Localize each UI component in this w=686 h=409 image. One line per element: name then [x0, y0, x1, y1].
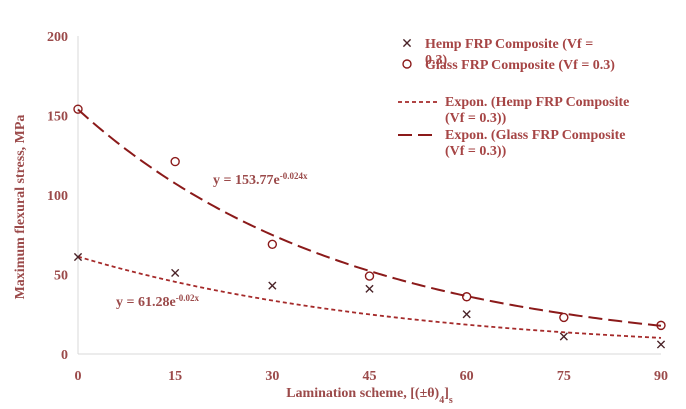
y-tick-label: 150: [47, 110, 68, 125]
glass-point: [559, 312, 569, 323]
glass-point: [73, 104, 83, 114]
hemp-point: [365, 284, 374, 293]
legend-line: (Vf = 0.3)): [445, 144, 507, 159]
glass-point: [170, 156, 180, 167]
glass-point: [364, 271, 375, 281]
legend-glass-trend-label: Expon. (Glass FRP Composite (Vf = 0.3)): [445, 128, 625, 159]
y-tick-label: 50: [54, 269, 68, 284]
axis-titles: Lamination scheme, [(±θ)4]s Maximum flexu…: [13, 115, 453, 406]
legend-glass-label: Glass FRP Composite (Vf = 0.3): [425, 58, 615, 73]
x-axis-title: Lamination scheme, [(±θ)4]s: [286, 386, 453, 406]
hemp-point: [559, 332, 568, 341]
trendline-glass: [77, 108, 662, 327]
x-axis-title-main: Lamination scheme, [(±θ): [286, 386, 439, 401]
equation-exponent: -0.02x: [176, 293, 200, 303]
glass-point: [461, 292, 472, 302]
trendlines: [77, 108, 662, 339]
marker-x-stroke: [171, 268, 180, 278]
glass-point: [656, 320, 666, 331]
x-tick-label: 75: [557, 369, 571, 384]
data-points: [73, 104, 666, 349]
legend-hemp-trend-label: Expon. (Hemp FRP Composite (Vf = 0.3)): [445, 95, 629, 126]
legend-line: Glass FRP Composite (Vf = 0.3): [425, 58, 615, 73]
hemp-point: [268, 281, 277, 290]
tick-labels: 0 50 100 150 200 0 15 30 45 60 75 90: [47, 30, 668, 384]
x-axis-title-bracket: ]: [444, 386, 449, 401]
axes: [77, 36, 661, 355]
legend-hemp-label: Hemp FRP Composite (Vf = 0.3): [425, 37, 593, 68]
marker-x-stroke: [402, 38, 412, 48]
legend-line: Expon. (Glass FRP Composite: [445, 128, 625, 143]
y-tick-label: 200: [47, 30, 68, 45]
y-tick-label: 100: [47, 189, 68, 204]
legend-glass-marker: [402, 59, 412, 69]
hemp-point: [171, 268, 180, 278]
x-tick-label: 60: [460, 369, 474, 384]
legend: Hemp FRP Composite (Vf = 0.3)Glass FRP Co…: [398, 37, 629, 159]
hemp-point: [656, 340, 666, 349]
y-tick-label: 0: [61, 348, 68, 363]
marker-x-stroke: [559, 332, 568, 341]
trendline-hemp: [77, 255, 662, 339]
legend-line: 0.3): [425, 53, 448, 68]
trend-equation-hemp: y = 61.28e-0.02x: [116, 293, 199, 310]
equation-exponent: -0.024x: [280, 171, 308, 181]
x-tick-label: 90: [654, 369, 668, 384]
x-tick-label: 0: [75, 369, 82, 384]
marker-x-stroke: [73, 252, 83, 262]
marker-x-stroke: [462, 310, 471, 319]
x-tick-label: 30: [265, 369, 279, 384]
marker-x-stroke: [365, 284, 374, 293]
hemp-point: [73, 252, 83, 262]
equation-base: y = 153.77e: [213, 173, 280, 188]
legend-line: Expon. (Hemp FRP Composite: [445, 95, 629, 110]
glass-point: [267, 239, 278, 249]
legend-hemp-marker: [402, 38, 412, 48]
marker-x-stroke: [656, 340, 666, 349]
y-axis-title: Maximum flexural stress, MPa: [13, 115, 28, 300]
equation-base: y = 61.28e: [116, 295, 176, 310]
legend-line: Hemp FRP Composite (Vf =: [425, 37, 593, 52]
x-axis-title-subscript: 4: [439, 395, 444, 406]
x-tick-label: 15: [168, 369, 182, 384]
x-tick-label: 45: [363, 369, 377, 384]
legend-line: (Vf = 0.3)): [445, 111, 507, 126]
hemp-point: [462, 310, 471, 319]
trend-equation-glass: y = 153.77e-0.024x: [213, 171, 308, 188]
trend-equations: y = 61.28e-0.02x y = 153.77e-0.024x: [116, 171, 308, 310]
marker-x-stroke: [268, 281, 277, 290]
x-axis-title-subscript: s: [449, 395, 453, 406]
